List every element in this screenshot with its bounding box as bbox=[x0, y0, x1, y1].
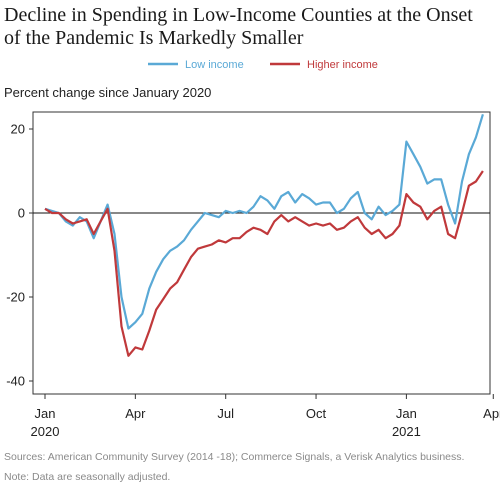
x-tick-year-label: 2020 bbox=[31, 424, 60, 439]
x-tick-year-label: 2021 bbox=[392, 424, 421, 439]
y-tick-label: 0 bbox=[18, 206, 25, 221]
series-line-low-income bbox=[44, 113, 484, 330]
x-tick-label: Oct bbox=[306, 406, 327, 421]
x-tick-label: Apr bbox=[483, 406, 500, 421]
chart-title: Decline in Spending in Low-Income Counti… bbox=[4, 4, 473, 49]
series-layer bbox=[44, 113, 484, 357]
source-note: Sources: American Community Survey (2014… bbox=[4, 451, 465, 463]
y-tick-label: -20 bbox=[6, 290, 25, 305]
adjustment-note: Note: Data are seasonally adjusted. bbox=[4, 471, 171, 483]
series-line-higher-income bbox=[44, 170, 484, 357]
x-tick-label: Jan bbox=[35, 406, 56, 421]
legend: Low income Higher income bbox=[148, 59, 378, 71]
y-tick-label: 20 bbox=[11, 122, 25, 137]
x-tick-label: Jul bbox=[217, 406, 234, 421]
y-axis: 20 0 -20 -40 bbox=[6, 122, 33, 389]
legend-label-higher-income: Higher income bbox=[307, 59, 378, 71]
x-tick-label: Jan bbox=[396, 406, 417, 421]
x-axis: Jan 2020 Apr Jul Oct Jan 2021 Apr bbox=[31, 394, 500, 439]
y-axis-label: Percent change since January 2020 bbox=[4, 85, 211, 100]
x-tick-label: Apr bbox=[125, 406, 146, 421]
legend-label-low-income: Low income bbox=[185, 59, 244, 71]
y-tick-label: -40 bbox=[6, 374, 25, 389]
plot-frame bbox=[32, 111, 491, 395]
